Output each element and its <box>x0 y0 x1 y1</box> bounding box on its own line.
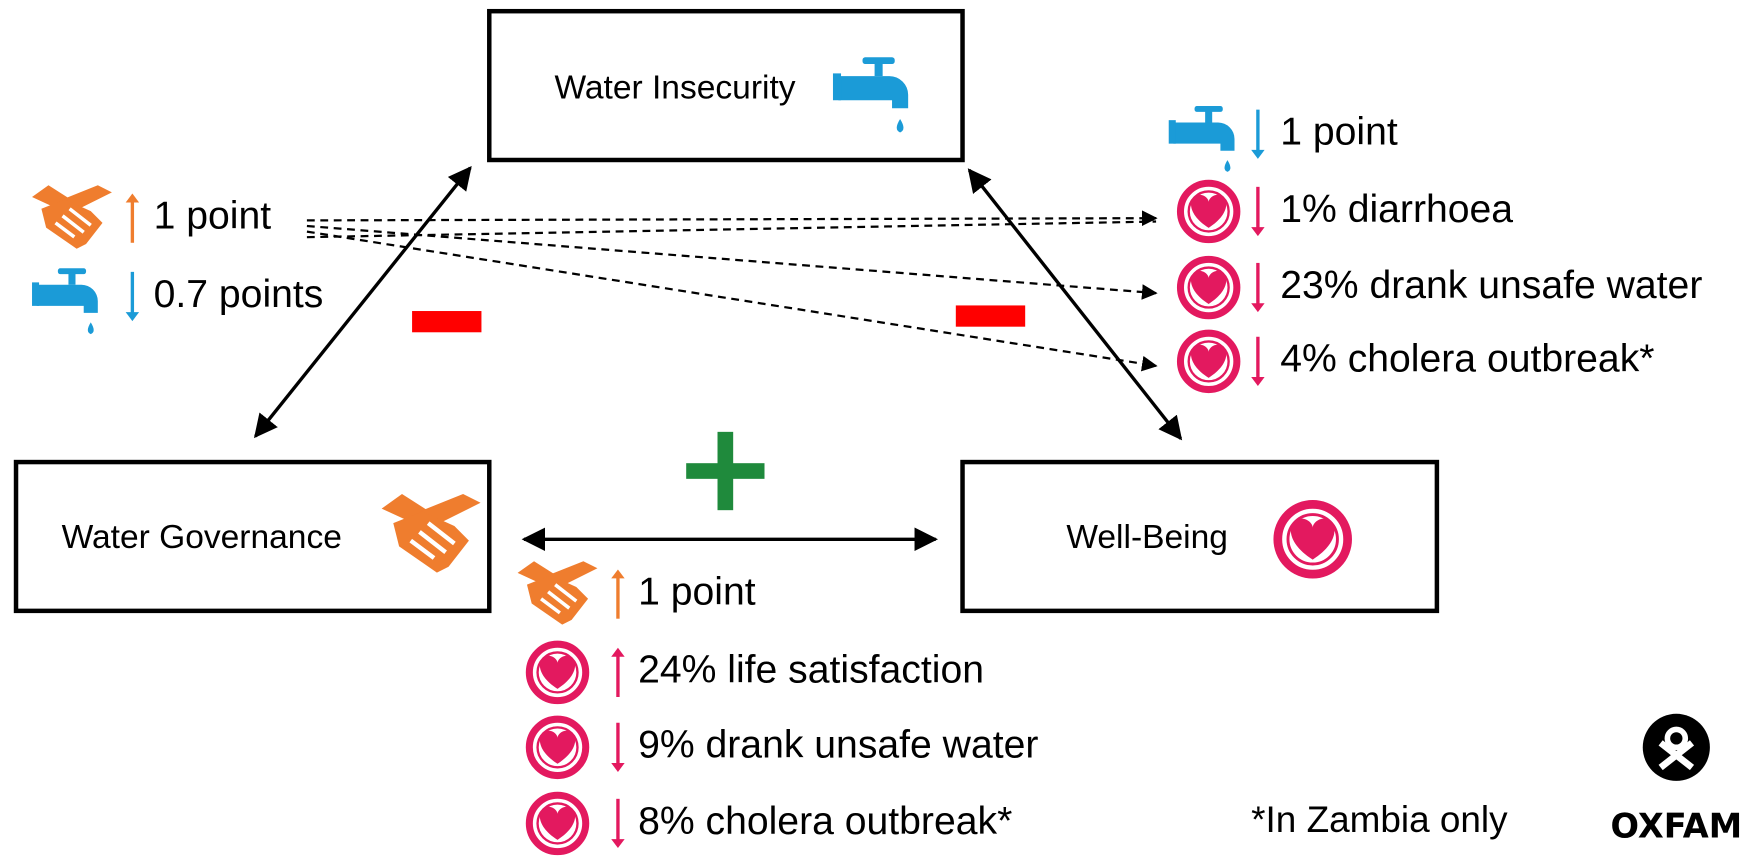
effect-text: 1 point <box>638 570 756 613</box>
heart-icon <box>529 795 585 851</box>
logo-text: OXFAM <box>1611 806 1743 845</box>
direction-arrowhead <box>611 569 625 579</box>
minus-sign <box>412 311 482 333</box>
heart-icon <box>1180 183 1236 239</box>
handshake-icon <box>515 559 600 627</box>
heart-icon <box>529 644 585 700</box>
heart-icon <box>529 719 585 775</box>
effect-text: 0.7 points <box>154 273 324 316</box>
node-box <box>960 459 1440 614</box>
dashed-link <box>306 224 1158 300</box>
direction-arrowhead <box>1251 227 1265 237</box>
direction-arrowhead <box>611 647 625 657</box>
direction-arrowhead <box>611 763 625 772</box>
link <box>967 168 1183 441</box>
direction-arrowhead <box>611 839 625 849</box>
effect-text: 1 point <box>1280 111 1398 154</box>
minus-sign <box>955 305 1026 327</box>
oxfam-logo: OXFAM <box>1611 713 1743 845</box>
effect-text: 23% drank unsafe water <box>1280 264 1702 307</box>
direction-arrowhead <box>1251 377 1265 386</box>
dashed-link <box>306 230 1158 372</box>
handshake-icon <box>30 183 114 251</box>
effect-text: 1% diarrhoea <box>1280 188 1513 231</box>
plus-sign <box>686 431 765 511</box>
heart-icon <box>1180 259 1236 315</box>
links <box>253 165 1183 552</box>
effect-text: 9% drank unsafe water <box>638 724 1038 767</box>
direction-arrowhead <box>1251 149 1265 159</box>
node-label: Well-Being <box>1066 519 1228 556</box>
link <box>253 165 472 439</box>
dashed-link <box>306 210 1158 227</box>
dashed-link <box>306 220 1157 239</box>
direction-arrowhead <box>125 312 140 322</box>
node-label: Water Insecurity <box>554 69 795 106</box>
heart-icon <box>1180 333 1236 389</box>
effect-text: 1 point <box>154 195 272 238</box>
footnote: *In Zambia only <box>1251 799 1508 840</box>
effect-text: 4% cholera outbreak* <box>1280 338 1654 381</box>
direction-arrowhead <box>1251 303 1265 313</box>
direction-arrowhead <box>125 193 140 203</box>
tap-icon <box>1168 106 1235 172</box>
effect-text: 24% life satisfaction <box>638 649 984 692</box>
dashed-links <box>306 210 1158 372</box>
tap-icon <box>32 268 98 335</box>
effect-text: 8% cholera outbreak* <box>638 800 1012 843</box>
heart-icon <box>1278 504 1348 574</box>
node-label: Water Governance <box>62 519 342 556</box>
